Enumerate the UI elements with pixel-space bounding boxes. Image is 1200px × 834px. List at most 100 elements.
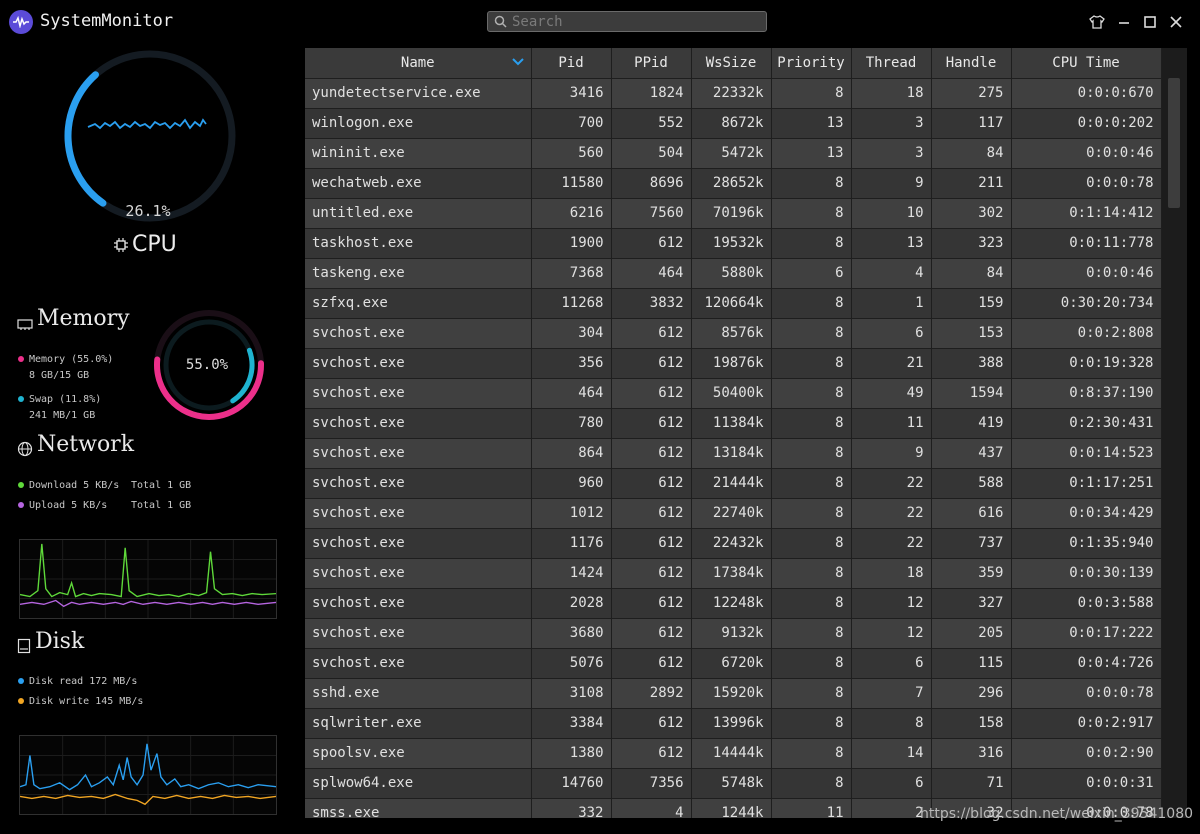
column-header-handle[interactable]: Handle xyxy=(931,48,1012,79)
memory-legend: Memory (55.0%) 8 GB/15 GB Swap (11.8%) 2… xyxy=(18,352,113,424)
cell-handle: 32 xyxy=(931,798,1012,818)
cell-name: taskhost.exe xyxy=(305,228,532,259)
table-row[interactable]: svchost.exe 304 612 8576k 8 6 153 0:0:2:808 xyxy=(305,318,1162,349)
table-row[interactable]: smss.exe 332 4 1244k 11 2 32 0:0:0:78 xyxy=(305,798,1162,818)
table-row[interactable]: svchost.exe 464 612 50400k 8 49 1594 0:8:37:190 xyxy=(305,378,1162,409)
cell-name: svchost.exe xyxy=(305,318,532,349)
cell-handle: 117 xyxy=(931,108,1012,139)
cell-wssize: 9132k xyxy=(691,618,772,649)
table-row[interactable]: yundetectservice.exe 3416 1824 22332k 8 18 275… xyxy=(305,78,1162,109)
table-row[interactable]: svchost.exe 864 612 13184k 8 9 437 0:0:14:523 xyxy=(305,438,1162,469)
cell-pid: 6216 xyxy=(531,198,612,229)
cell-ppid: 1824 xyxy=(611,78,692,109)
cell-thread: 7 xyxy=(851,678,932,709)
table-row[interactable]: svchost.exe 1424 612 17384k 8 18 359 0:0:30:139 xyxy=(305,558,1162,589)
cell-handle: 158 xyxy=(931,708,1012,739)
cell-priority: 13 xyxy=(771,138,852,169)
minimize-button[interactable] xyxy=(1114,12,1134,32)
cell-ppid: 612 xyxy=(611,318,692,349)
disk-title-text: Disk xyxy=(35,629,85,654)
cell-cpu-time: 0:2:30:431 xyxy=(1011,408,1162,439)
cpu-gauge xyxy=(64,50,236,222)
process-table-container[interactable]: Name Pid PPid WsSize Priority Thread Han… xyxy=(305,48,1187,818)
column-header-name[interactable]: Name xyxy=(305,48,532,79)
table-row[interactable]: szfxq.exe 11268 3832 120664k 8 1 159 0:30:20:73… xyxy=(305,288,1162,319)
table-scrollbar[interactable] xyxy=(1162,48,1187,818)
skin-button[interactable] xyxy=(1087,12,1107,32)
table-row[interactable]: taskhost.exe 1900 612 19532k 8 13 323 0:0:11:77… xyxy=(305,228,1162,259)
cell-pid: 304 xyxy=(531,318,612,349)
cpu-label-text: CPU xyxy=(132,232,177,257)
table-row[interactable]: untitled.exe 6216 7560 70196k 8 10 302 0:1:14:4… xyxy=(305,198,1162,229)
upload-rate: Upload 5 KB/s xyxy=(29,500,108,511)
cell-thread: 13 xyxy=(851,228,932,259)
table-row[interactable]: svchost.exe 5076 612 6720k 8 6 115 0:0:4:726 xyxy=(305,648,1162,679)
table-row[interactable]: svchost.exe 3680 612 9132k 8 12 205 0:0:17:222 xyxy=(305,618,1162,649)
cell-priority: 8 xyxy=(771,708,852,739)
cell-cpu-time: 0:0:34:429 xyxy=(1011,498,1162,529)
table-row[interactable]: wechatweb.exe 11580 8696 28652k 8 9 211 0:0:0:7… xyxy=(305,168,1162,199)
column-header-pid[interactable]: Pid xyxy=(531,48,612,79)
column-header-ppid[interactable]: PPid xyxy=(611,48,692,79)
cell-wssize: 13996k xyxy=(691,708,772,739)
cell-ppid: 612 xyxy=(611,438,692,469)
disk-read-legend-item: Disk read 172 MB/s xyxy=(18,674,143,690)
cell-thread: 9 xyxy=(851,168,932,199)
cell-cpu-time: 0:0:4:726 xyxy=(1011,648,1162,679)
globe-icon xyxy=(17,441,33,457)
column-header-thread[interactable]: Thread xyxy=(851,48,932,79)
cell-priority: 8 xyxy=(771,198,852,229)
table-row[interactable]: splwow64.exe 14760 7356 5748k 8 6 71 0:0:0:31 xyxy=(305,768,1162,799)
disk-read-dot-icon xyxy=(18,678,24,684)
cell-thread: 3 xyxy=(851,138,932,169)
left-panel: 26.1% CPU Memory Memory (55.0%) 8 GB/15 … xyxy=(0,44,300,834)
cell-priority: 8 xyxy=(771,168,852,199)
cell-name: svchost.exe xyxy=(305,408,532,439)
cell-handle: 419 xyxy=(931,408,1012,439)
cell-thread: 14 xyxy=(851,738,932,769)
search-input[interactable] xyxy=(512,13,752,30)
disk-read-series xyxy=(20,743,276,791)
cell-priority: 8 xyxy=(771,378,852,409)
table-row[interactable]: wininit.exe 560 504 5472k 13 3 84 0:0:0:46 xyxy=(305,138,1162,169)
cpu-waveform xyxy=(87,118,207,130)
maximize-button[interactable] xyxy=(1140,12,1160,32)
search-icon xyxy=(494,15,507,28)
cell-name: spoolsv.exe xyxy=(305,738,532,769)
table-row[interactable]: svchost.exe 780 612 11384k 8 11 419 0:2:30:431 xyxy=(305,408,1162,439)
table-row[interactable]: svchost.exe 356 612 19876k 8 21 388 0:0:19:328 xyxy=(305,348,1162,379)
scrollbar-thumb[interactable] xyxy=(1168,78,1180,208)
table-row[interactable]: svchost.exe 1176 612 22432k 8 22 737 0:1:35:940 xyxy=(305,528,1162,559)
table-row[interactable]: winlogon.exe 700 552 8672k 13 3 117 0:0:0:202 xyxy=(305,108,1162,139)
close-button[interactable] xyxy=(1166,12,1186,32)
table-row[interactable]: svchost.exe 960 612 21444k 8 22 588 0:1:17:251 xyxy=(305,468,1162,499)
swap-usage-text: Swap (11.8%) xyxy=(29,394,102,405)
column-header-wssize[interactable]: WsSize xyxy=(691,48,772,79)
cell-cpu-time: 0:1:35:940 xyxy=(1011,528,1162,559)
column-header-cpu-time[interactable]: CPU Time xyxy=(1011,48,1162,79)
memory-title-text: Memory xyxy=(37,306,130,331)
cell-wssize: 5472k xyxy=(691,138,772,169)
cell-handle: 737 xyxy=(931,528,1012,559)
table-row[interactable]: sshd.exe 3108 2892 15920k 8 7 296 0:0:0:78 xyxy=(305,678,1162,709)
cell-handle: 71 xyxy=(931,768,1012,799)
swap-amount: 241 MB/1 GB xyxy=(29,410,96,421)
download-total: Total 1 GB xyxy=(131,480,192,491)
table-row[interactable]: taskeng.exe 7368 464 5880k 6 4 84 0:0:0:46 xyxy=(305,258,1162,289)
cell-wssize: 13184k xyxy=(691,438,772,469)
cell-priority: 8 xyxy=(771,528,852,559)
table-row[interactable]: svchost.exe 1012 612 22740k 8 22 616 0:0:34:429 xyxy=(305,498,1162,529)
column-header-priority[interactable]: Priority xyxy=(771,48,852,79)
cell-handle: 275 xyxy=(931,78,1012,109)
table-row[interactable]: svchost.exe 2028 612 12248k 8 12 327 0:0:3:588 xyxy=(305,588,1162,619)
upload-series xyxy=(20,599,276,608)
cell-priority: 6 xyxy=(771,258,852,289)
table-row[interactable]: spoolsv.exe 1380 612 14444k 8 14 316 0:0:2:90 xyxy=(305,738,1162,769)
search-box[interactable] xyxy=(487,11,767,32)
table-row[interactable]: sqlwriter.exe 3384 612 13996k 8 8 158 0:0:2:917 xyxy=(305,708,1162,739)
cell-thread: 4 xyxy=(851,258,932,289)
cell-priority: 8 xyxy=(771,318,852,349)
cell-thread: 3 xyxy=(851,108,932,139)
cell-name: sqlwriter.exe xyxy=(305,708,532,739)
cell-ppid: 7560 xyxy=(611,198,692,229)
